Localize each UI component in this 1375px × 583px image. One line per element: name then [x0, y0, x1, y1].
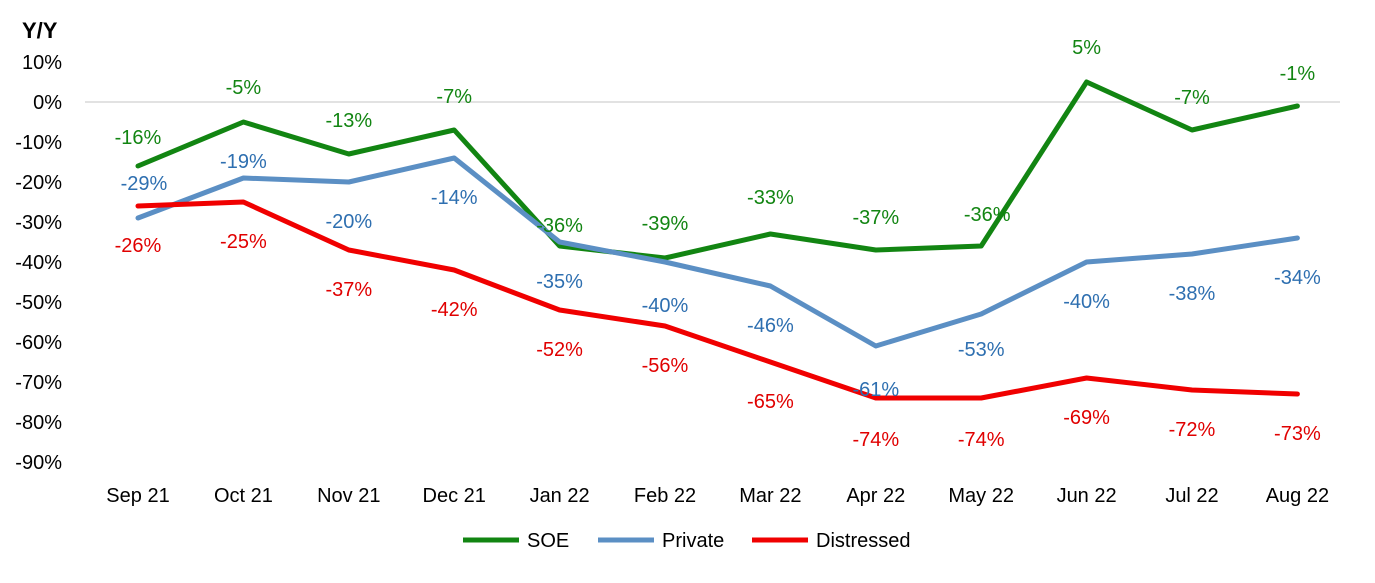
- data-label-private: -40%: [642, 295, 689, 317]
- data-label-distressed: -74%: [852, 429, 899, 451]
- y-tick-label: -60%: [15, 332, 62, 354]
- y-tick-label: -30%: [15, 212, 62, 234]
- data-label-distressed: -42%: [431, 299, 478, 321]
- x-tick-label: May 22: [948, 485, 1014, 507]
- data-label-private: -40%: [1063, 291, 1110, 313]
- data-label-soe: -7%: [436, 86, 472, 108]
- data-label-soe: -5%: [226, 77, 262, 99]
- data-label-private: -38%: [1169, 283, 1216, 305]
- data-label-private: -29%: [121, 173, 168, 195]
- data-label-soe: -1%: [1280, 63, 1316, 85]
- series-lines: [135, 79, 1300, 401]
- series-line-soe: [135, 79, 1300, 261]
- data-label-soe: -13%: [325, 110, 372, 132]
- chart-title: Y/Y: [22, 18, 58, 43]
- data-label-soe: -16%: [115, 127, 162, 149]
- data-label-distressed: -69%: [1063, 407, 1110, 429]
- data-label-private: -19%: [220, 151, 267, 173]
- data-label-distressed: -25%: [220, 231, 267, 253]
- legend-label-private: Private: [662, 530, 724, 552]
- data-labels: -16% -5% -13% -7% -36% -39% -33% -37% -36% 5% -7% -…: [115, 37, 1321, 451]
- x-tick-label: Apr 22: [846, 485, 905, 507]
- data-label-private: -35%: [536, 271, 583, 293]
- y-axis: 10% 0% -10% -20% -30% -40% -50% -60% -70% -80% -90…: [15, 52, 62, 474]
- x-tick-label: Jan 22: [530, 485, 590, 507]
- y-tick-label: -20%: [15, 172, 62, 194]
- data-label-private: -46%: [747, 315, 794, 337]
- y-tick-label: 10%: [22, 52, 62, 74]
- y-tick-label: -50%: [15, 292, 62, 314]
- series-line-distressed: [135, 199, 1300, 401]
- y-tick-label: -90%: [15, 452, 62, 474]
- data-label-private: -20%: [325, 211, 372, 233]
- data-label-distressed: -72%: [1169, 419, 1216, 441]
- x-tick-label: Dec 21: [423, 485, 486, 507]
- y-tick-label: 0%: [33, 92, 62, 114]
- data-label-distressed: -56%: [642, 355, 689, 377]
- x-tick-label: Oct 21: [214, 485, 273, 507]
- data-label-private: -61%: [852, 379, 899, 401]
- data-label-private: -14%: [431, 187, 478, 209]
- legend: SOE Private Distressed: [463, 530, 910, 552]
- y-tick-label: -80%: [15, 412, 62, 434]
- y-tick-label: -40%: [15, 252, 62, 274]
- data-label-private: -34%: [1274, 267, 1321, 289]
- legend-label-soe: SOE: [527, 530, 569, 552]
- x-tick-label: Mar 22: [739, 485, 801, 507]
- x-tick-label: Nov 21: [317, 485, 380, 507]
- data-label-soe: -36%: [536, 215, 583, 237]
- data-label-distressed: -52%: [536, 339, 583, 361]
- legend-label-distressed: Distressed: [816, 530, 910, 552]
- data-label-soe: -33%: [747, 187, 794, 209]
- data-label-soe: -7%: [1174, 87, 1210, 109]
- x-tick-label: Jun 22: [1057, 485, 1117, 507]
- x-tick-label: Feb 22: [634, 485, 696, 507]
- x-tick-label: Aug 22: [1266, 485, 1329, 507]
- data-label-soe: -37%: [852, 207, 899, 229]
- data-label-soe: -36%: [964, 204, 1011, 226]
- x-tick-label: Jul 22: [1165, 485, 1218, 507]
- data-label-distressed: -74%: [958, 429, 1005, 451]
- data-label-distressed: -73%: [1274, 423, 1321, 445]
- x-axis: Sep 21 Oct 21 Nov 21 Dec 21 Jan 22 Feb 22 Mar …: [106, 485, 1329, 507]
- y-tick-label: -10%: [15, 132, 62, 154]
- data-label-soe: -39%: [642, 213, 689, 235]
- y-tick-label: -70%: [15, 372, 62, 394]
- data-label-soe: 5%: [1072, 37, 1101, 59]
- data-label-private: -53%: [958, 339, 1005, 361]
- data-label-distressed: -26%: [115, 235, 162, 257]
- data-label-distressed: -37%: [325, 279, 372, 301]
- x-tick-label: Sep 21: [106, 485, 169, 507]
- data-label-distressed: -65%: [747, 391, 794, 413]
- series-line-private: [135, 155, 1300, 349]
